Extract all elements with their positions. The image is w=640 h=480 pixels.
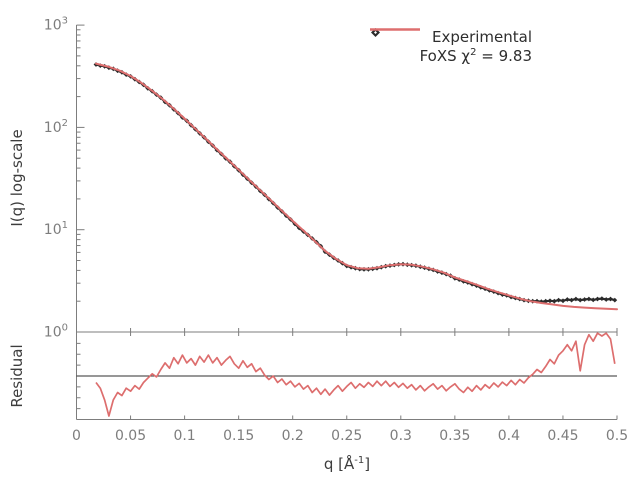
y-tick-label: 103	[44, 16, 68, 34]
axes	[76, 24, 618, 420]
legend: Experimental FoXS χ2 = 9.83	[370, 27, 600, 65]
x-tick-label: 0.25	[331, 428, 362, 444]
x-axis-title-exponent: -1	[354, 455, 365, 466]
residual-series	[95, 332, 616, 417]
main-y-axis-title: I(q) log-scale	[8, 129, 26, 227]
x-tick-label: 0.15	[223, 428, 254, 444]
legend-label-experimental: Experimental	[431, 27, 532, 46]
x-tick-label: 0.05	[115, 428, 146, 444]
legend-label-foxs: FoXS χ2 = 9.83	[419, 46, 532, 65]
x-tick-label: 0.35	[439, 428, 470, 444]
x-tick-label: 0.1	[173, 428, 195, 444]
x-tick-label: 0.5	[606, 428, 628, 444]
x-axis-title-bracket: ]	[364, 455, 371, 473]
y-tick-label: 101	[44, 220, 68, 238]
x-tick-label: 0.4	[498, 428, 520, 444]
x-tick-label: 0.2	[282, 428, 304, 444]
main-y-tick-labels: 100 101 102 103	[44, 16, 68, 341]
x-axis-title: q [Å-1]	[324, 455, 370, 473]
foxs-fit-line	[95, 62, 618, 311]
x-axis-title-text: q [Å	[323, 455, 355, 473]
legend-item-foxs: FoXS χ2 = 9.83	[370, 28, 600, 65]
x-tick-label: 0.45	[547, 428, 578, 444]
y-tick-label: 102	[44, 118, 68, 136]
residual-y-axis-title: Residual	[8, 344, 26, 408]
y-tick-label: 100	[44, 323, 68, 341]
x-tick-label: 0	[72, 428, 81, 444]
x-tick-labels: 0 0.05 0.1 0.15 0.2 0.25 0.3 0.35 0.4 0.45 0.5	[72, 428, 628, 444]
x-tick-label: 0.3	[390, 428, 412, 444]
